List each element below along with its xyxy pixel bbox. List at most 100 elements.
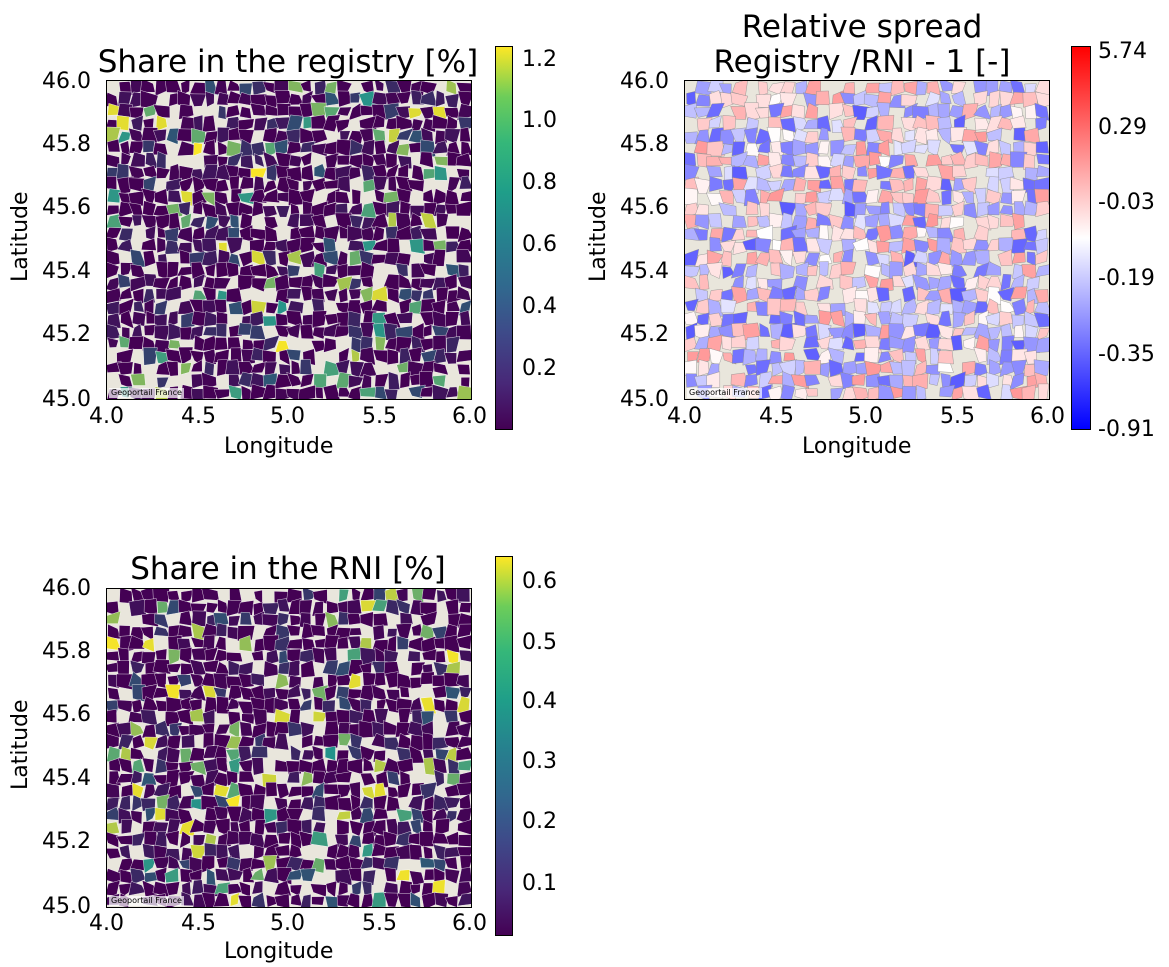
municipality-cell xyxy=(322,699,336,714)
municipality-cell xyxy=(444,698,459,713)
municipality-cell xyxy=(853,128,870,142)
municipality-cell xyxy=(107,188,121,204)
municipality-cell xyxy=(410,118,424,133)
municipality-cell xyxy=(286,348,301,361)
municipality-cell xyxy=(1024,200,1040,216)
spread-x-axis-label: Longitude xyxy=(802,434,912,459)
municipality-cell xyxy=(213,783,230,798)
municipality-cell xyxy=(456,364,471,375)
municipality-cell xyxy=(310,624,326,637)
municipality-cell xyxy=(396,892,411,907)
municipality-cell xyxy=(142,347,158,366)
municipality-cell xyxy=(926,298,941,316)
registry-ytick: 45.2 xyxy=(42,322,91,347)
municipality-cell xyxy=(179,830,191,849)
municipality-cell xyxy=(215,622,228,637)
municipality-cell xyxy=(371,721,387,738)
municipality-cell xyxy=(747,216,759,228)
municipality-cell xyxy=(180,212,192,229)
municipality-cell xyxy=(759,202,770,217)
municipality-cell xyxy=(706,371,721,388)
municipality-cell xyxy=(240,154,254,170)
registry-ytick: 45.0 xyxy=(42,387,91,412)
municipality-cell xyxy=(312,310,328,329)
municipality-cell xyxy=(819,261,829,278)
municipality-cell xyxy=(780,117,796,133)
municipality-cell xyxy=(177,794,195,810)
municipality-cell xyxy=(399,371,411,389)
municipality-cell xyxy=(116,115,130,131)
municipality-cell xyxy=(420,720,434,737)
municipality-cell xyxy=(411,164,425,182)
municipality-cell xyxy=(456,623,471,638)
municipality-cell xyxy=(334,325,353,338)
municipality-cell xyxy=(261,773,277,789)
municipality-cell xyxy=(444,895,459,907)
registry-choropleth-map[interactable]: Geoportail France xyxy=(106,80,472,400)
municipality-cell xyxy=(120,151,132,167)
municipality-cell xyxy=(408,346,423,362)
municipality-cell xyxy=(359,795,374,810)
municipality-cell xyxy=(165,881,180,896)
municipality-cell xyxy=(795,261,809,277)
municipality-cell xyxy=(456,226,471,243)
municipality-cell xyxy=(399,686,410,698)
municipality-cell xyxy=(456,881,471,898)
municipality-cell xyxy=(130,769,143,785)
municipality-cell xyxy=(436,212,449,228)
municipality-cell xyxy=(746,251,759,265)
municipality-cell xyxy=(251,277,268,293)
spread-choropleth-map[interactable]: Geoportail France xyxy=(684,80,1050,400)
municipality-cell xyxy=(731,166,748,180)
municipality-cell xyxy=(226,770,238,787)
municipality-cell xyxy=(857,165,868,177)
municipality-cell xyxy=(216,92,229,106)
municipality-cell xyxy=(396,252,412,267)
municipality-cell xyxy=(107,848,121,860)
municipality-cell xyxy=(373,612,389,626)
municipality-cell xyxy=(313,373,327,389)
municipality-cell xyxy=(820,361,832,378)
municipality-cell xyxy=(227,843,241,860)
municipality-cell xyxy=(374,139,387,158)
municipality-cell xyxy=(359,261,375,280)
municipality-cell xyxy=(241,713,255,725)
municipality-cell xyxy=(961,176,977,195)
municipality-cell xyxy=(359,346,376,366)
municipality-cell xyxy=(937,127,954,145)
municipality-cell xyxy=(951,385,965,399)
municipality-cell xyxy=(455,746,471,761)
municipality-cell xyxy=(193,142,203,157)
spread-map-title-line2: Registry /RNI - 1 [-] xyxy=(713,44,1011,80)
municipality-cell xyxy=(128,335,145,350)
municipality-cell xyxy=(446,115,458,133)
municipality-cell xyxy=(250,103,267,117)
municipality-cell xyxy=(1035,116,1048,132)
municipality-cell xyxy=(274,880,292,896)
municipality-cell xyxy=(359,286,374,304)
municipality-cell xyxy=(985,261,1002,276)
municipality-cell xyxy=(300,894,312,907)
municipality-cell xyxy=(1024,299,1035,316)
municipality-cell xyxy=(962,336,976,351)
municipality-cell xyxy=(336,819,350,837)
municipality-cell xyxy=(939,90,952,104)
municipality-cell xyxy=(455,200,471,217)
municipality-cell xyxy=(1000,273,1012,291)
municipality-cell xyxy=(251,650,264,661)
municipality-cell xyxy=(131,758,145,774)
municipality-cell xyxy=(348,288,362,300)
municipality-cell xyxy=(1011,189,1027,205)
municipality-cell xyxy=(395,869,410,881)
municipality-cell xyxy=(743,102,760,121)
rni-y-axis-label: Latitude xyxy=(8,699,33,790)
municipality-cell xyxy=(795,359,806,377)
municipality-cell xyxy=(396,187,412,206)
municipality-cell xyxy=(901,335,917,353)
municipality-cell xyxy=(299,324,315,340)
municipality-cell xyxy=(299,359,313,376)
municipality-cell xyxy=(322,360,340,378)
rni-choropleth-map[interactable]: Geoportail France xyxy=(106,588,472,908)
municipality-cell xyxy=(191,589,205,604)
spread-xtick: 4.5 xyxy=(759,404,794,429)
